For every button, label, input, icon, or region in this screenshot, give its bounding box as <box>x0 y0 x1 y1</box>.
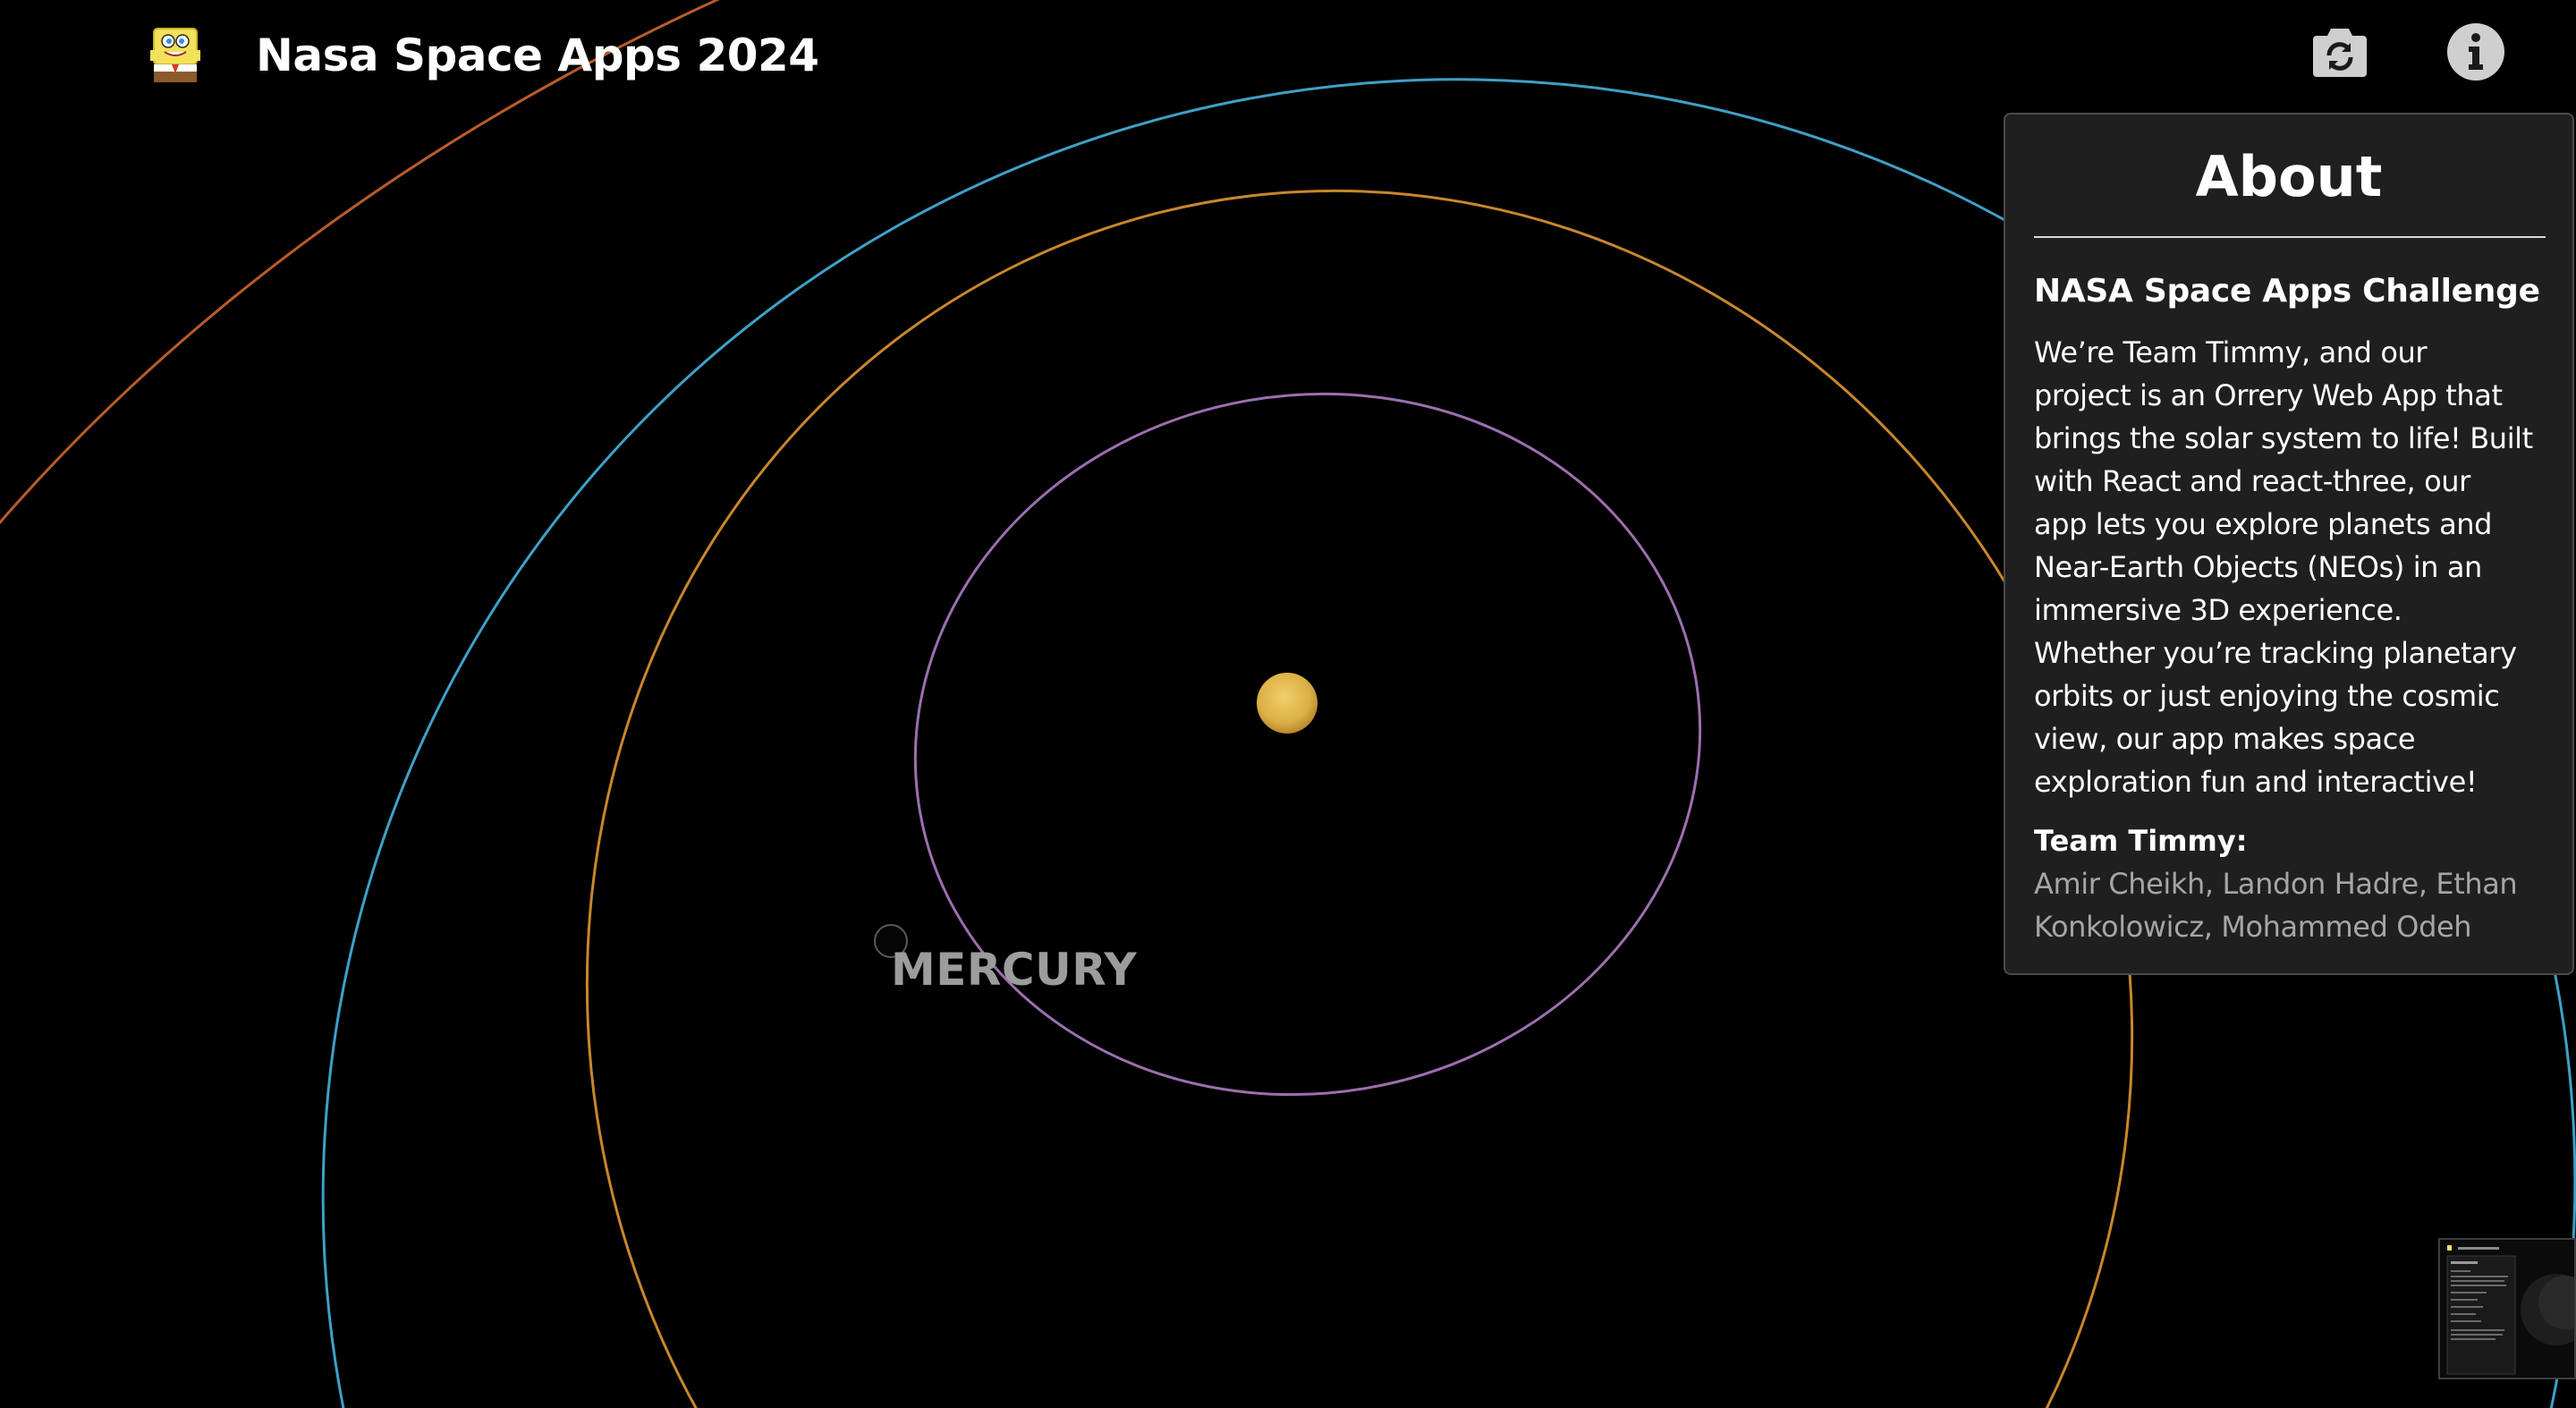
mercury-planet[interactable] <box>874 924 908 958</box>
about-description: We’re Team Timmy, and our project is an … <box>2034 331 2556 803</box>
about-description-line: orbits or just enjoying the cosmic <box>2034 679 2500 713</box>
planet-preview-thumbnail[interactable] <box>2438 1238 2576 1379</box>
about-description-line: view, our app makes space <box>2034 722 2416 756</box>
team-heading: Team Timmy: <box>2034 824 2248 858</box>
about-title: About <box>2195 144 2383 209</box>
spongebob-mascot-icon[interactable] <box>150 23 200 84</box>
about-description-line: brings the solar system to life! Built <box>2034 421 2533 455</box>
top-bar: Nasa Space Apps 2024 <box>0 0 2576 111</box>
info-button[interactable] <box>2445 21 2506 82</box>
app-title: Nasa Space Apps 2024 <box>256 30 819 81</box>
sun[interactable] <box>1257 673 1318 734</box>
about-panel: About NASA Space Apps Challenge We’re Te… <box>2004 113 2574 975</box>
about-subtitle: NASA Space Apps Challenge <box>2034 273 2540 310</box>
team-members-line: Amir Cheikh, Landon Hadre, Ethan <box>2034 867 2518 901</box>
planet-label-mercury[interactable]: MERCURY <box>891 944 1138 996</box>
about-description-line: project is an Orrery Web App that <box>2034 378 2503 412</box>
about-divider <box>2034 236 2546 238</box>
about-description-line: Whether you’re tracking planetary <box>2034 636 2517 670</box>
team-members: Amir Cheikh, Landon Hadre, Ethan Konkolo… <box>2034 862 2562 948</box>
camera-rotate-icon <box>2313 29 2367 77</box>
about-description-line: with React and react-three, our <box>2034 464 2470 498</box>
about-description-line: app lets you explore planets and <box>2034 507 2493 541</box>
info-icon <box>2447 23 2504 81</box>
about-description-line: exploration fun and interactive! <box>2034 765 2478 799</box>
orbit-mercury <box>913 392 1702 1097</box>
about-description-line: immersive 3D experience. <box>2034 593 2402 627</box>
about-description-line: Near-Earth Objects (NEOs) in an <box>2034 550 2482 584</box>
team-members-line: Konkolowicz, Mohammed Odeh <box>2034 910 2472 944</box>
about-description-line: We’re Team Timmy, and our <box>2034 335 2428 369</box>
camera-rotate-button[interactable] <box>2309 21 2370 82</box>
